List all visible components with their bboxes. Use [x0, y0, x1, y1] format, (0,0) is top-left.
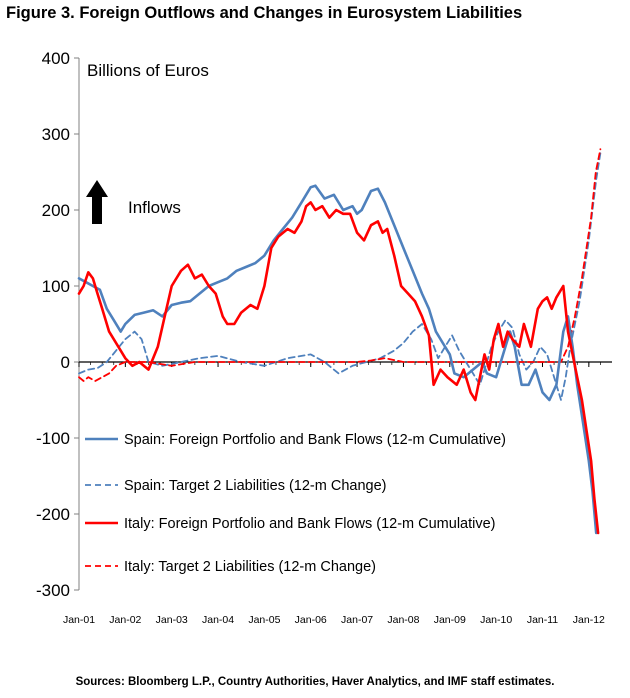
series-line-3 [78, 148, 602, 382]
y-tick-label: -100 [36, 429, 70, 448]
x-tick-label: Jan-06 [295, 614, 327, 626]
x-tick-label: Jan-02 [109, 614, 141, 626]
x-tick-label: Jan-10 [480, 614, 512, 626]
y-tick-label: 0 [61, 353, 70, 372]
y-tick-label: 300 [42, 125, 70, 144]
x-tick-label: Jan-08 [387, 614, 419, 626]
inflows-annotation: Inflows [86, 180, 181, 224]
up-arrow-icon [86, 180, 108, 224]
x-tick-label: Jan-11 [527, 614, 558, 626]
chart-axes: -300 -200 -100 0 100 200 300 400 Jan-01 Jan-02 Jan… [36, 49, 612, 626]
x-tick-label: Jan-03 [156, 614, 188, 626]
source-note: Sources: Bloomberg L.P., Country Authori… [75, 676, 555, 688]
legend-label-3: Italy: Target 2 Liabilities (12-m Change… [124, 559, 376, 575]
legend-label-1: Spain: Target 2 Liabilities (12-m Change… [124, 478, 387, 494]
y-tick-label: 200 [42, 201, 70, 220]
y-tick-label: -200 [36, 505, 70, 524]
series-line-2 [77, 201, 600, 535]
x-tick-label: Jan-05 [248, 614, 280, 626]
x-tick-label: Jan-12 [573, 614, 605, 626]
y-tick-label: 400 [42, 49, 70, 68]
y-tick-label: 100 [42, 277, 70, 296]
legend: Spain: Foreign Portfolio and Bank Flows … [85, 432, 506, 575]
series-line-1 [78, 152, 602, 401]
legend-label-0: Spain: Foreign Portfolio and Bank Flows … [124, 432, 506, 448]
x-tick-label: Jan-04 [202, 614, 234, 626]
series-layer [77, 148, 602, 535]
y-axis-label: Billions of Euros [87, 61, 209, 80]
legend-label-2: Italy: Foreign Portfolio and Bank Flows … [124, 516, 496, 532]
x-tick-label: Jan-01 [63, 614, 95, 626]
x-tick-label: Jan-07 [341, 614, 373, 626]
x-tick-label: Jan-09 [434, 614, 466, 626]
y-tick-label: -300 [36, 581, 70, 600]
chart-title: Figure 3. Foreign Outflows and Changes i… [6, 4, 523, 22]
inflows-label: Inflows [128, 198, 181, 217]
